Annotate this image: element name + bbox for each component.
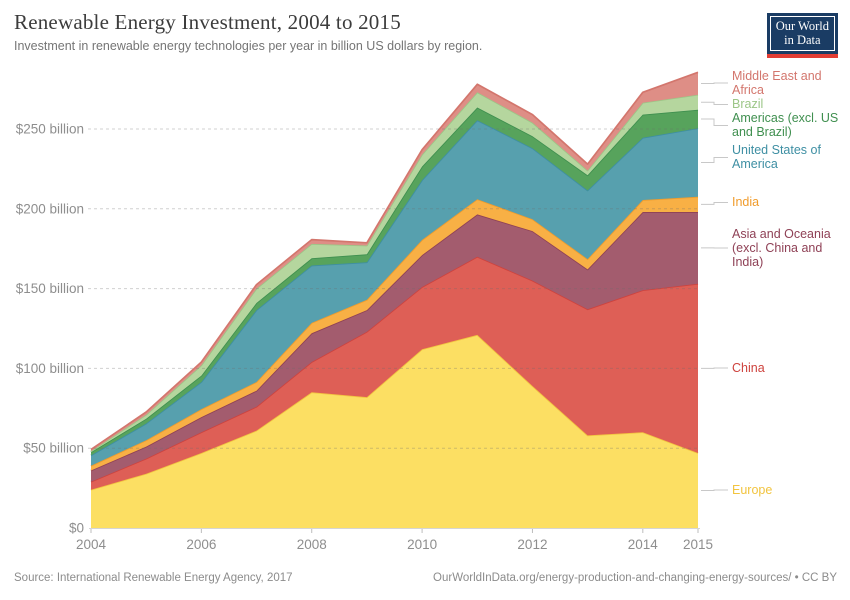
area-china[interactable] bbox=[91, 256, 698, 490]
legend-label-americas-excl-us-and-brazil[interactable]: Americas (excl. US and Brazil) bbox=[732, 111, 838, 139]
legend-label-line: Middle East and bbox=[732, 68, 822, 83]
x-tick-label: 2010 bbox=[407, 537, 437, 552]
y-tick-label: $50 billion bbox=[23, 441, 84, 456]
owid-logo-text: Our World in Data bbox=[769, 16, 835, 51]
x-tick-label: 2012 bbox=[517, 537, 547, 552]
y-tick-label: $250 billion bbox=[16, 122, 84, 137]
legend-label-line: America bbox=[732, 157, 778, 171]
legend-label-line: and Brazil) bbox=[732, 125, 792, 139]
owid-logo: Our World in Data bbox=[766, 13, 838, 58]
legend-label-brazil[interactable]: Brazil bbox=[732, 97, 763, 111]
legend-label-europe[interactable]: Europe bbox=[732, 483, 772, 497]
legend-leader-line bbox=[701, 202, 728, 205]
area-asia-and-oceania-excl-china-and-india[interactable] bbox=[91, 212, 698, 482]
x-tick-label: 2015 bbox=[683, 537, 713, 552]
x-tick-label: 2014 bbox=[628, 537, 659, 552]
legend-label-line: Brazil bbox=[732, 97, 764, 111]
license-note: OurWorldInData.org/energy-production-and… bbox=[433, 572, 837, 584]
legend-label-united-states-of-america[interactable]: United States of America bbox=[732, 143, 821, 171]
x-tick-label: 2006 bbox=[186, 537, 216, 552]
y-tick-label: $0 bbox=[69, 521, 84, 536]
legend-label-line: Europe bbox=[732, 482, 773, 497]
area-top-line bbox=[90, 71, 699, 451]
page-title: Renewable Energy Investment, 2004 to 201… bbox=[14, 10, 401, 34]
x-tick-label: 2008 bbox=[297, 537, 327, 552]
logo-red-bar bbox=[766, 54, 838, 58]
legend-label-middle-east-and-africa[interactable]: Middle East and Africa bbox=[732, 69, 822, 97]
logo-line1: Our World bbox=[775, 19, 829, 33]
y-tick-label: $200 billion bbox=[16, 201, 84, 216]
legend-leader-line bbox=[701, 82, 728, 84]
chart-subtitle: Investment in renewable energy technolog… bbox=[14, 39, 483, 53]
area-united-states-of-america[interactable] bbox=[91, 120, 698, 466]
legend-label-line: United States of bbox=[732, 143, 821, 157]
legend-label-line: China bbox=[732, 360, 765, 375]
logo-line2: in Data bbox=[784, 33, 821, 47]
area-europe[interactable] bbox=[91, 334, 698, 528]
source-note: Source: International Renewable Energy A… bbox=[14, 572, 293, 584]
y-tick-label: $100 billion bbox=[16, 361, 84, 376]
x-tick-label: 2004 bbox=[76, 537, 107, 552]
y-tick-label: $150 billion bbox=[16, 281, 84, 296]
legend-label-china[interactable]: China bbox=[732, 361, 765, 375]
legend-label-line: (excl. China and bbox=[732, 240, 823, 255]
legend-leader-line bbox=[701, 101, 728, 105]
area-americas-excl-us-and-brazil[interactable] bbox=[91, 107, 698, 456]
legend-label-line: India) bbox=[732, 254, 764, 269]
legend-leader-line bbox=[701, 157, 728, 163]
legend-label-line: Africa bbox=[732, 82, 764, 97]
legend-leader-line bbox=[701, 489, 728, 491]
legend-label-line: Americas (excl. US bbox=[732, 111, 839, 125]
area-india[interactable] bbox=[91, 196, 698, 471]
legend-label-line: India bbox=[732, 195, 760, 209]
legend-label-india[interactable]: India bbox=[732, 195, 759, 209]
legend-label-line: Asia and Oceania bbox=[732, 226, 831, 241]
legend-label-asia-and-oceania-excl-china-and-india[interactable]: Asia and Oceania (excl. China and India) bbox=[732, 227, 831, 269]
legend-leader-line bbox=[701, 118, 728, 126]
